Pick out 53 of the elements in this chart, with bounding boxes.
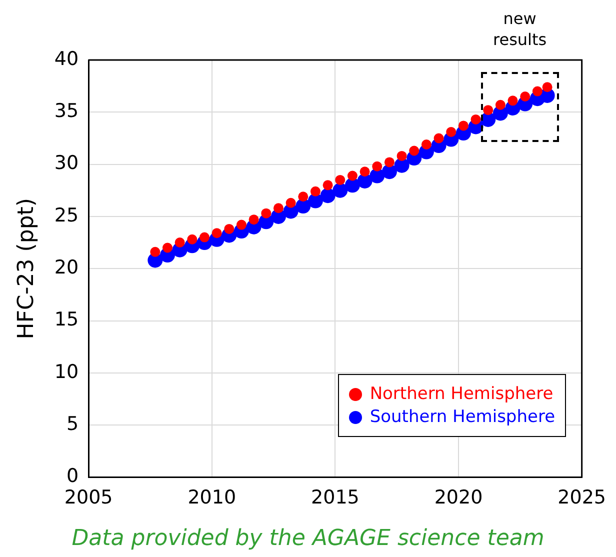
point (483, 105, 494, 116)
point (224, 224, 234, 234)
y-tick-label: 10 (54, 360, 79, 383)
y-tick-label: 30 (54, 152, 79, 174)
y-tick-label: 25 (54, 204, 79, 226)
point (409, 146, 420, 156)
x-tick-label: 2025 (558, 486, 606, 509)
y-tick-label: 40 (54, 48, 79, 70)
point (310, 186, 320, 196)
point (446, 126, 456, 137)
text: Data provided by the AGAGE science team (70, 526, 546, 551)
point (532, 86, 542, 96)
point (384, 157, 394, 168)
point (421, 139, 432, 150)
y-tick-label: 0 (66, 465, 79, 488)
point (332, 182, 348, 198)
point (236, 220, 246, 230)
point (212, 228, 222, 238)
point (187, 234, 198, 244)
point (458, 120, 468, 131)
point (470, 114, 481, 124)
point (347, 170, 358, 181)
point (162, 242, 172, 253)
legend-label: Southern Hemisphere (370, 407, 556, 428)
point (335, 174, 346, 185)
point (396, 150, 407, 161)
y-tick-label: 15 (54, 308, 79, 331)
point (150, 246, 160, 257)
y-axis-title: HFC-23 (ppt) (14, 198, 39, 340)
y-tick-label: 35 (54, 100, 79, 122)
y-tick-label: 20 (54, 256, 79, 279)
x-tick-label: 2015 (311, 486, 360, 509)
x-tick-label: 2005 (64, 486, 113, 509)
point (372, 161, 382, 172)
point (520, 92, 530, 102)
point (248, 214, 259, 225)
text: new results (492, 8, 548, 50)
y-tick-label: 5 (66, 412, 79, 435)
point (495, 100, 506, 110)
point (298, 192, 308, 202)
point (286, 198, 296, 208)
point (434, 133, 444, 144)
point (199, 232, 210, 242)
point (261, 208, 272, 218)
point (542, 82, 552, 92)
x-tick-label: 2020 (434, 486, 483, 509)
point (174, 238, 185, 248)
point (360, 166, 370, 177)
legend-label: Northern Hemisphere (370, 384, 554, 404)
x-tick-label: 2010 (188, 486, 236, 509)
point (322, 180, 333, 190)
point (273, 203, 284, 214)
point (508, 96, 518, 106)
